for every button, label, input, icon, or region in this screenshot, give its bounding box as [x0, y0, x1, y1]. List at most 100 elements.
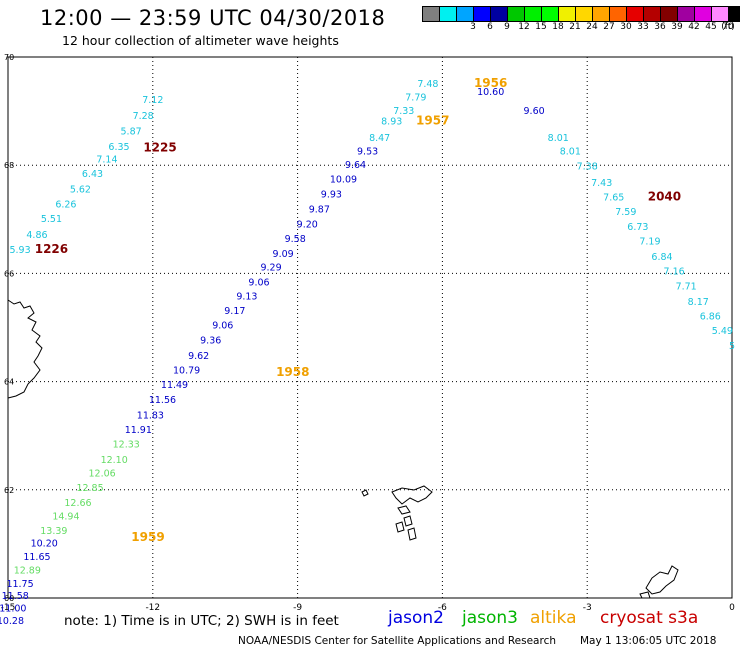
colorbar-swatch: [474, 7, 491, 21]
legend-jason3: jason3: [462, 608, 518, 628]
lon-tick-label: -3: [583, 603, 592, 613]
wave-height-label: 9.93: [321, 190, 342, 201]
legend-altika: altika: [530, 608, 577, 628]
lon-tick-label: -9: [293, 603, 302, 613]
lat-tick-label: 68: [4, 161, 14, 170]
wave-height-label: 7.33: [393, 106, 414, 117]
colorbar-swatch: [712, 7, 729, 21]
wave-height-label: 9.53: [357, 146, 378, 157]
wave-height-label: 8.47: [369, 133, 390, 144]
wave-height-label: 10.79: [173, 365, 200, 376]
colorbar-swatch: [457, 7, 474, 21]
wave-height-label: 9.06: [212, 321, 233, 332]
lon-tick-label: -15: [1, 603, 16, 613]
wave-height-label: 14.94: [52, 512, 79, 523]
wave-height-label: 5.93: [9, 245, 30, 256]
colorbar-label: 27: [603, 22, 615, 32]
wave-height-label: 6.86: [700, 311, 721, 322]
wave-height-label: 11.83: [137, 410, 164, 421]
wave-height-label: 9.62: [188, 351, 209, 362]
wave-height-label: 9.60: [524, 106, 545, 117]
map-subtitle: 12 hour collection of altimeter wave hei…: [62, 33, 339, 48]
lat-tick-label: 66: [4, 269, 14, 278]
faroe-coastline: [391, 485, 433, 541]
colorbar-swatch: [695, 7, 712, 21]
generation-timestamp: May 1 13:06:05 UTC 2018: [580, 635, 717, 647]
colorbar-swatch: [423, 7, 440, 21]
colorbar-label: 6: [487, 22, 493, 32]
pass-time-label: 1956: [474, 76, 507, 90]
wave-height-label: 5.51: [41, 214, 62, 225]
wave-height-label: 5.62: [70, 184, 91, 195]
wave-height-label: 9.20: [297, 219, 318, 230]
wave-height-label: 9.64: [345, 160, 366, 171]
wave-height-label: 8.17: [688, 297, 709, 308]
wave-height-label: 7.38: [577, 162, 598, 173]
shetland-coastline: [639, 565, 679, 599]
colorbar-label: 3: [470, 22, 476, 32]
wave-height-label: 5: [729, 341, 735, 352]
wave-height-label: 7.65: [603, 192, 624, 203]
colorbar-label: 15: [535, 22, 547, 32]
colorbar-swatch: [644, 7, 661, 21]
lon-tick-label: -6: [438, 603, 447, 613]
wave-height-label: 7.48: [417, 79, 438, 90]
iceland-coastline: [7, 299, 43, 399]
colorbar-swatch: [525, 7, 542, 21]
wave-height-label: 8.93: [381, 117, 402, 128]
legend-jason2: jason2: [388, 608, 444, 628]
colorbar-label: 18: [552, 22, 564, 32]
wave-height-label: 12.89: [14, 566, 41, 577]
wave-height-label: 5.49: [712, 326, 733, 337]
wave-height-label: 7.43: [591, 178, 612, 189]
wave-height-label: 10.09: [330, 175, 357, 186]
wave-height-label: 10.20: [31, 539, 58, 550]
wave-height-label: 10.60: [477, 87, 504, 98]
wave-height-label: 11.56: [149, 395, 176, 406]
wave-height-label: 8.01: [548, 133, 569, 144]
colorbar-swatch: [678, 7, 695, 21]
pass-time-label: 1959: [131, 530, 164, 544]
wave-height-label: 6.35: [108, 142, 129, 153]
wave-height-label: 9.13: [236, 291, 257, 302]
wave-height-label: 9.29: [260, 263, 281, 274]
colorbar-swatch: [729, 7, 740, 21]
wave-height-label: 11.58: [2, 591, 29, 602]
colorbar-label: 45: [705, 22, 717, 32]
wave-height-label: 6.84: [651, 252, 672, 263]
wave-height-label: 10.28: [0, 616, 24, 627]
wave-height-label: 4.86: [26, 230, 47, 241]
wave-height-label: 6.73: [627, 222, 648, 233]
colorbar-swatch: [559, 7, 576, 21]
colorbar-label: 70: [722, 22, 734, 32]
footer-note: note: 1) Time is in UTC; 2) SWH is in fe…: [64, 613, 339, 629]
pass-time-label: 1226: [35, 242, 68, 256]
wave-height-label: 11.91: [125, 425, 152, 436]
colorbar-label: 9: [504, 22, 510, 32]
wave-height-label: 7.14: [96, 154, 117, 165]
wave-height-label: 9.09: [273, 249, 294, 260]
lat-tick-label: 70: [4, 53, 14, 62]
wave-height-label: 7.16: [664, 266, 685, 277]
map-title: 12:00 — 23:59 UTC 04/30/2018: [40, 6, 386, 30]
lat-tick-label: 64: [4, 378, 14, 387]
colorbar-swatch: [542, 7, 559, 21]
colorbar-swatch: [491, 7, 508, 21]
legend-cryosat-s3a: cryosat s3a: [600, 608, 699, 628]
wave-height-label: 7.19: [639, 237, 660, 248]
lon-tick-label: -12: [145, 603, 160, 613]
colorbar-swatch: [661, 7, 678, 21]
wave-height-label: 9.36: [200, 336, 221, 347]
colorbar-label: 30: [620, 22, 632, 32]
colorbar-label: 39: [671, 22, 683, 32]
wave-height-label: 9.58: [285, 234, 306, 245]
wave-height-label: 6.26: [55, 199, 76, 210]
lon-tick-label: 0: [729, 603, 735, 613]
colorbar-swatch: [440, 7, 457, 21]
wave-height-label: 9.87: [309, 204, 330, 215]
wave-height-label: 7.12: [142, 95, 163, 106]
pass-time-label: 1958: [276, 365, 309, 379]
colorbar-label: 21: [569, 22, 581, 32]
wave-height-label: 11.00: [0, 604, 26, 615]
wave-height-label: 11.65: [23, 552, 50, 563]
